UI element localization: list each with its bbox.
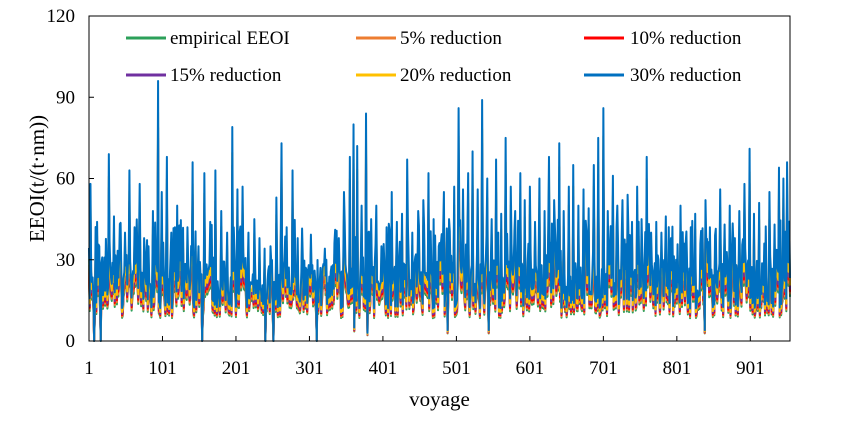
y-tick-label: 90 [56, 87, 75, 108]
legend-label: 30% reduction [630, 65, 742, 86]
x-tick-label: 901 [736, 358, 765, 379]
legend: empirical EEOI 5% reduction 10% reduction 1… [126, 28, 742, 86]
y-axis-label: EEOI(t/(t·nm)) [25, 115, 49, 242]
series-line [88, 80, 791, 342]
x-tick-label: 801 [663, 358, 692, 379]
x-tick-label: 101 [148, 358, 177, 379]
x-axis-label: voyage [409, 387, 470, 411]
x-tick-label: 501 [442, 358, 471, 379]
legend-label: 15% reduction [170, 65, 282, 86]
y-tick-label: 0 [66, 331, 76, 352]
legend-label: empirical EEOI [170, 28, 290, 49]
legend-label: 20% reduction [400, 65, 512, 86]
x-tick-label: 701 [589, 358, 618, 379]
x-tick-label: 401 [369, 358, 398, 379]
y-tick-label: 30 [56, 250, 75, 271]
legend-label: 10% reduction [630, 28, 742, 49]
y-tick-label: 60 [56, 169, 75, 190]
y-axis-ticks: 0 30 60 90 120 [47, 6, 94, 352]
x-axis-ticks: 1 101 201 301 401 501 601 701 801 901 [84, 336, 765, 379]
y-tick-label: 120 [47, 6, 76, 27]
x-tick-label: 1 [84, 358, 94, 379]
legend-label: 5% reduction [400, 28, 502, 49]
x-tick-label: 601 [516, 358, 545, 379]
x-tick-label: 201 [222, 358, 251, 379]
plot-lines [88, 80, 791, 342]
x-tick-label: 301 [295, 358, 324, 379]
